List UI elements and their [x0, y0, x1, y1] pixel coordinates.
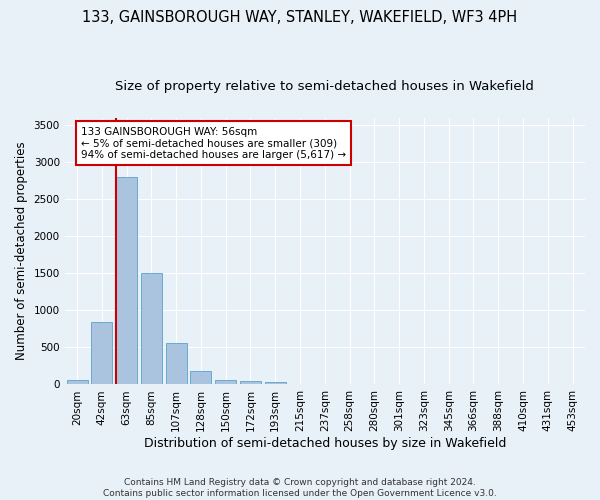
Y-axis label: Number of semi-detached properties: Number of semi-detached properties — [15, 142, 28, 360]
Bar — [265, 382, 286, 384]
Bar — [190, 372, 211, 384]
Bar — [166, 344, 187, 384]
Title: Size of property relative to semi-detached houses in Wakefield: Size of property relative to semi-detach… — [115, 80, 534, 93]
Bar — [116, 177, 137, 384]
Bar — [240, 382, 261, 384]
Bar — [141, 274, 162, 384]
X-axis label: Distribution of semi-detached houses by size in Wakefield: Distribution of semi-detached houses by … — [143, 437, 506, 450]
Text: 133 GAINSBOROUGH WAY: 56sqm
← 5% of semi-detached houses are smaller (309)
94% o: 133 GAINSBOROUGH WAY: 56sqm ← 5% of semi… — [81, 126, 346, 160]
Text: 133, GAINSBOROUGH WAY, STANLEY, WAKEFIELD, WF3 4PH: 133, GAINSBOROUGH WAY, STANLEY, WAKEFIEL… — [82, 10, 518, 25]
Text: Contains HM Land Registry data © Crown copyright and database right 2024.
Contai: Contains HM Land Registry data © Crown c… — [103, 478, 497, 498]
Bar — [67, 380, 88, 384]
Bar — [215, 380, 236, 384]
Bar — [91, 322, 112, 384]
